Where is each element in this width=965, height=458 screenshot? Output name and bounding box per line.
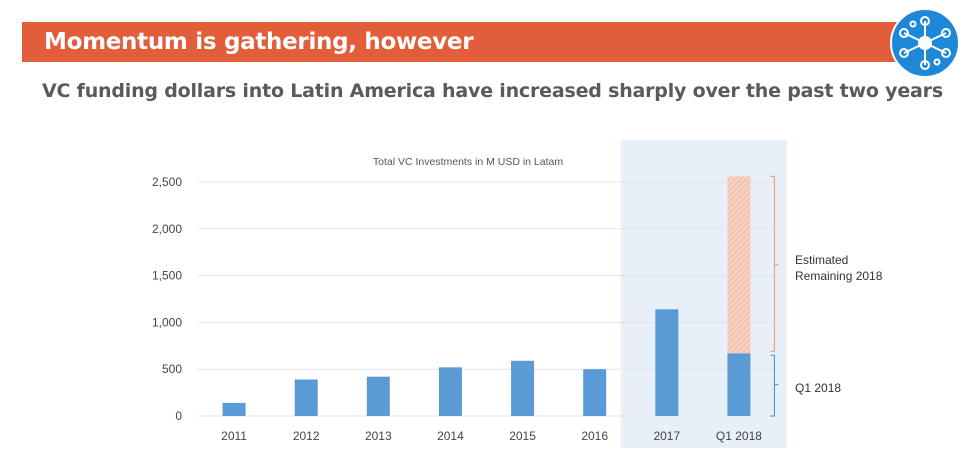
bar-2013: [366, 376, 390, 416]
x-tick-label: 2011: [221, 429, 247, 443]
bar-q1-2018: [727, 353, 751, 416]
y-tick-label: 2,500: [152, 175, 182, 189]
x-tick-label: 2015: [509, 429, 536, 443]
estimated-annotation-line1: Estimated: [795, 253, 848, 267]
highlight-band: [620, 140, 787, 448]
x-tick-label: 2016: [581, 429, 608, 443]
q1-bracket: [770, 354, 776, 417]
x-tick-label: 2013: [365, 429, 392, 443]
y-tick-label: 1,500: [152, 269, 182, 283]
slide-subtitle: VC funding dollars into Latin America ha…: [42, 80, 943, 102]
bar-2011: [222, 402, 246, 416]
x-tick-label: 2017: [653, 429, 680, 443]
y-tick-label: 0: [175, 409, 182, 423]
x-tick-label: 2012: [293, 429, 320, 443]
bar-estimated-remaining: [727, 176, 751, 354]
y-tick-label: 2,000: [152, 222, 182, 236]
y-tick-label: 500: [162, 362, 182, 376]
bar-2015: [511, 360, 535, 416]
slide-title: Momentum is gathering, however: [44, 29, 474, 55]
bar-2012: [294, 379, 318, 416]
estimated-annotation-line2: Remaining 2018: [795, 269, 883, 283]
y-tick-label: 1,000: [152, 315, 182, 329]
bar-2017: [655, 309, 679, 416]
x-tick-label: 2014: [437, 429, 464, 443]
bar-2016: [583, 369, 607, 416]
chart-title: Total VC Investments in M USD in Latam: [373, 156, 563, 168]
x-tick-label: Q1 2018: [716, 429, 762, 443]
title-banner: Momentum is gathering, however: [22, 22, 907, 62]
network-hub-icon: [889, 7, 961, 79]
bar-2014: [438, 367, 462, 416]
q1-annotation: Q1 2018: [795, 381, 841, 395]
estimated-bracket: [770, 175, 776, 352]
